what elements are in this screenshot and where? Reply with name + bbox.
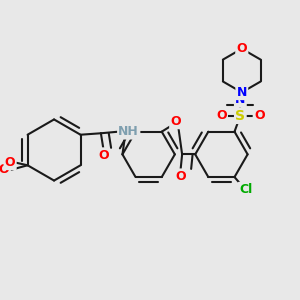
- Text: O: O: [98, 148, 109, 162]
- Text: O: O: [216, 109, 227, 122]
- Text: O: O: [5, 156, 15, 169]
- Text: O: O: [0, 163, 9, 176]
- Text: S: S: [235, 109, 245, 123]
- Text: NH: NH: [118, 125, 139, 138]
- Text: N: N: [237, 86, 247, 99]
- Text: O: O: [176, 170, 186, 183]
- Text: O: O: [236, 42, 247, 55]
- Text: Cl: Cl: [239, 183, 252, 196]
- Text: O: O: [170, 115, 181, 128]
- Text: O: O: [254, 109, 265, 122]
- Text: N: N: [235, 93, 245, 106]
